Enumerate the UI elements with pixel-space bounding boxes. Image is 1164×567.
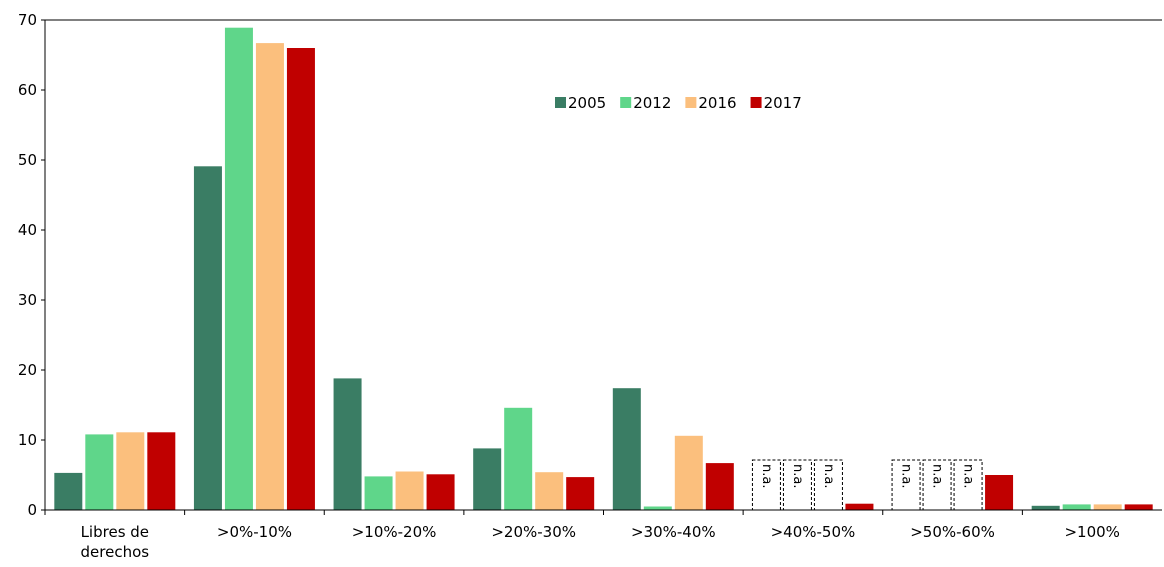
bar — [255, 43, 284, 510]
legend-label: 2005 — [568, 94, 606, 112]
x-tick-label: >0%-10% — [216, 523, 292, 541]
y-tick-label: 30 — [18, 291, 37, 309]
x-tick-label: >100% — [1064, 523, 1120, 541]
bar — [364, 476, 393, 510]
y-tick-label: 0 — [27, 501, 37, 519]
x-tick-label: >30%-40% — [630, 523, 716, 541]
x-tick-label: >10%-20% — [351, 523, 437, 541]
legend-swatch — [750, 97, 762, 108]
bar — [566, 477, 595, 510]
legend-label: 2017 — [764, 94, 802, 112]
bar — [1093, 504, 1122, 510]
y-tick-label: 20 — [18, 361, 37, 379]
x-tick-label: >40%-50% — [770, 523, 856, 541]
bar — [224, 27, 253, 510]
legend-label: 2016 — [698, 94, 736, 112]
bar — [612, 388, 641, 510]
bar — [985, 475, 1014, 510]
y-tick-label: 50 — [18, 151, 37, 169]
bar — [845, 503, 874, 510]
na-label: n.a. — [899, 464, 914, 488]
y-tick-label: 70 — [18, 11, 37, 29]
bar — [504, 407, 533, 510]
bar — [1031, 505, 1060, 510]
bar — [85, 434, 114, 510]
bar — [535, 472, 564, 510]
bar — [395, 471, 424, 510]
legend-swatch — [685, 97, 697, 108]
x-tick-label: >50%-60% — [910, 523, 995, 541]
bar — [426, 474, 455, 510]
bar — [705, 463, 734, 510]
y-tick-label: 10 — [18, 431, 37, 449]
legend-label: 2012 — [633, 94, 671, 112]
bar — [1062, 504, 1091, 510]
na-label: n.a. — [759, 464, 774, 488]
bar — [333, 378, 362, 510]
legend-swatch — [555, 97, 566, 108]
bar — [286, 48, 315, 510]
bar — [54, 472, 83, 510]
bar — [473, 448, 502, 510]
x-tick-label: Libres de derechos — [80, 523, 150, 561]
bar — [116, 432, 145, 510]
bar — [1124, 504, 1153, 510]
x-tick-label: >20%-30% — [491, 523, 577, 541]
na-label: n.a. — [821, 464, 836, 488]
na-label: n.a. — [961, 464, 976, 488]
y-tick-label: 40 — [18, 221, 37, 239]
bar — [193, 166, 222, 511]
bar — [674, 435, 703, 510]
bar — [643, 506, 672, 510]
bar — [147, 432, 176, 510]
na-label: n.a. — [930, 464, 945, 488]
legend-swatch — [620, 97, 632, 108]
na-label: n.a. — [790, 464, 805, 488]
y-tick-label: 60 — [18, 81, 37, 99]
